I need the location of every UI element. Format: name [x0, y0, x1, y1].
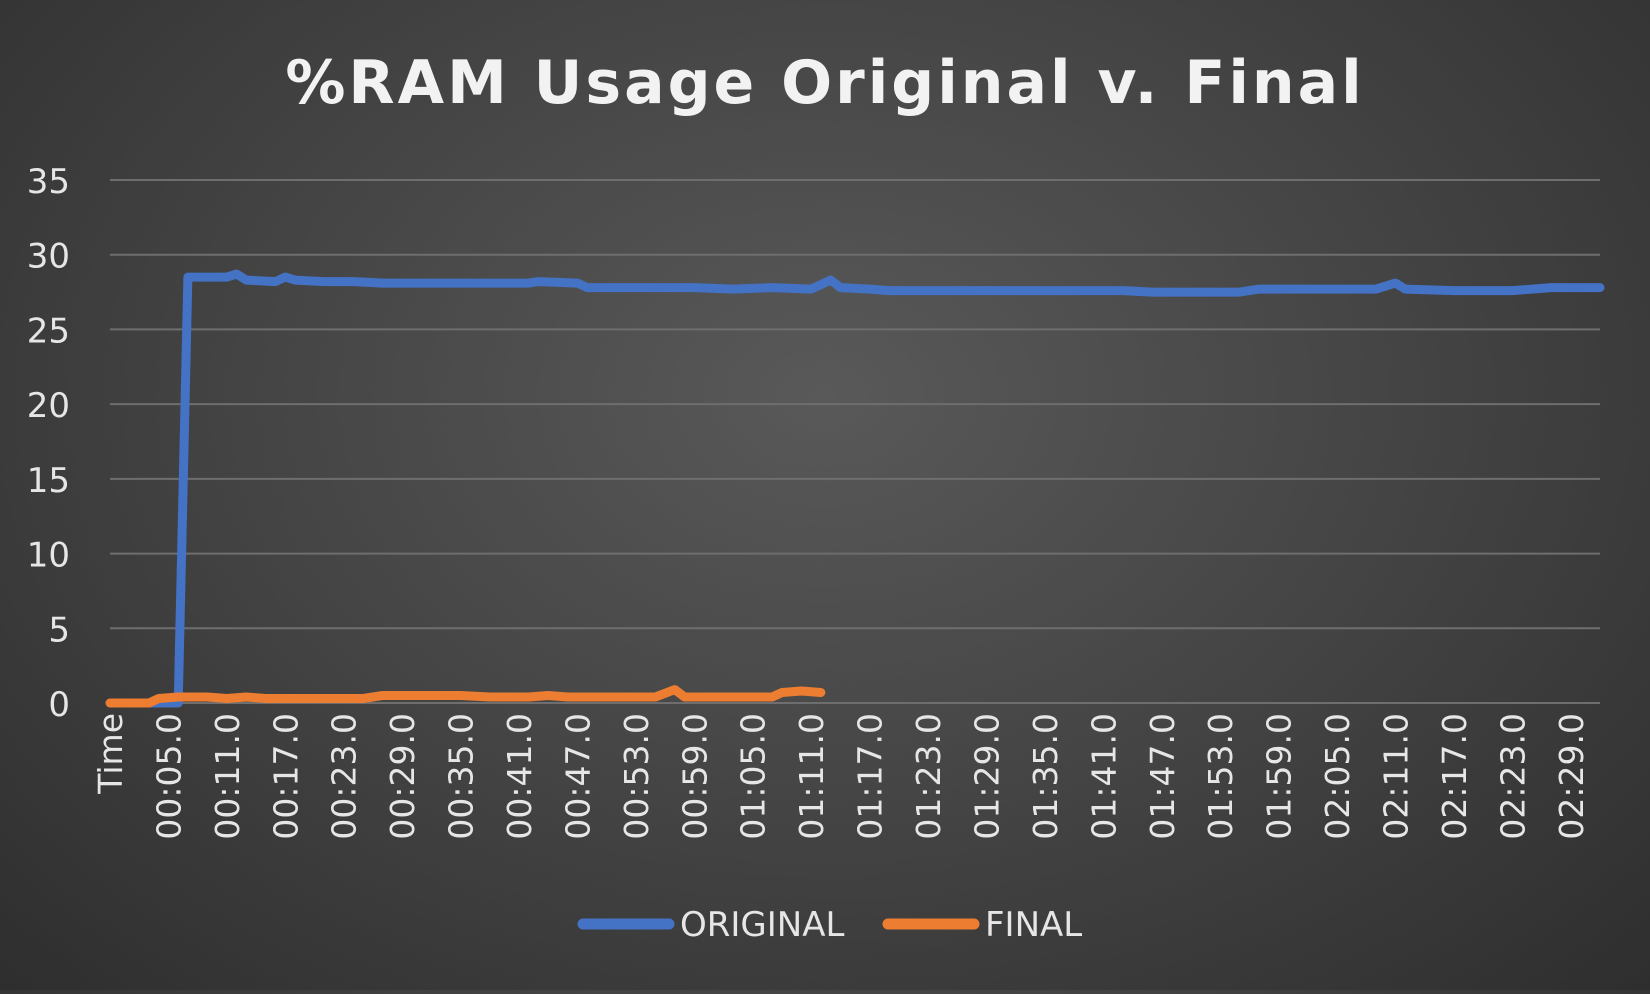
x-tick-label: 00:29.0 — [383, 713, 422, 840]
x-tick-label: 02:17.0 — [1435, 713, 1474, 840]
gridlines — [110, 179, 1600, 704]
x-tick-label: 00:23.0 — [325, 713, 364, 840]
x-tick-label: 00:17.0 — [266, 713, 305, 840]
x-tick-label: 02:23.0 — [1493, 713, 1532, 840]
y-tick-label: 35 — [27, 162, 70, 202]
x-tick-label: 00:59.0 — [675, 713, 714, 840]
y-axis-tick-labels: 0 5 10 15 20 25 30 35 — [27, 162, 70, 725]
y-tick-label: 5 — [48, 610, 70, 650]
x-tick-label: 02:29.0 — [1552, 713, 1591, 840]
chart-title: %RAM Usage Original v. Final — [285, 48, 1364, 118]
y-tick-label: 15 — [27, 461, 70, 501]
legend: ORIGINAL FINAL — [577, 905, 1082, 945]
x-axis-tick-labels: Time 00:05.0 00:11.0 00:17.0 00:23.0 00:29.0 0… — [91, 713, 1591, 840]
x-tick-label: 01:41.0 — [1084, 713, 1123, 840]
x-tick-label: 01:23.0 — [909, 713, 948, 840]
x-tick-label: 00:53.0 — [617, 713, 656, 840]
x-tick-label: 00:05.0 — [149, 713, 188, 840]
x-tick-label: Time — [91, 713, 130, 795]
x-tick-label: 02:05.0 — [1318, 713, 1357, 840]
x-tick-label: 01:11.0 — [792, 713, 831, 840]
x-tick-label: 01:59.0 — [1260, 713, 1299, 840]
x-tick-label: 01:17.0 — [851, 713, 890, 840]
series-line-final — [105, 685, 826, 708]
x-tick-label: 00:41.0 — [500, 713, 539, 840]
y-tick-label: 0 — [48, 685, 70, 725]
y-tick-label: 30 — [27, 237, 70, 277]
x-tick-label: 01:35.0 — [1026, 713, 1065, 840]
x-tick-label: 02:11.0 — [1376, 713, 1415, 840]
series-line-original — [105, 269, 1605, 708]
y-tick-label: 10 — [27, 536, 70, 576]
legend-label: FINAL — [985, 905, 1082, 945]
x-tick-label: 00:35.0 — [442, 713, 481, 840]
y-tick-label: 20 — [27, 386, 70, 426]
x-tick-label: 00:47.0 — [558, 713, 597, 840]
y-tick-label: 25 — [27, 311, 70, 351]
series-lines — [105, 269, 1605, 708]
x-tick-label: 01:05.0 — [734, 713, 773, 840]
x-tick-label: 01:47.0 — [1143, 713, 1182, 840]
legend-label: ORIGINAL — [680, 905, 844, 945]
x-tick-label: 01:29.0 — [967, 713, 1006, 840]
x-tick-label: 01:53.0 — [1201, 713, 1240, 840]
x-tick-label: 00:11.0 — [208, 713, 247, 840]
